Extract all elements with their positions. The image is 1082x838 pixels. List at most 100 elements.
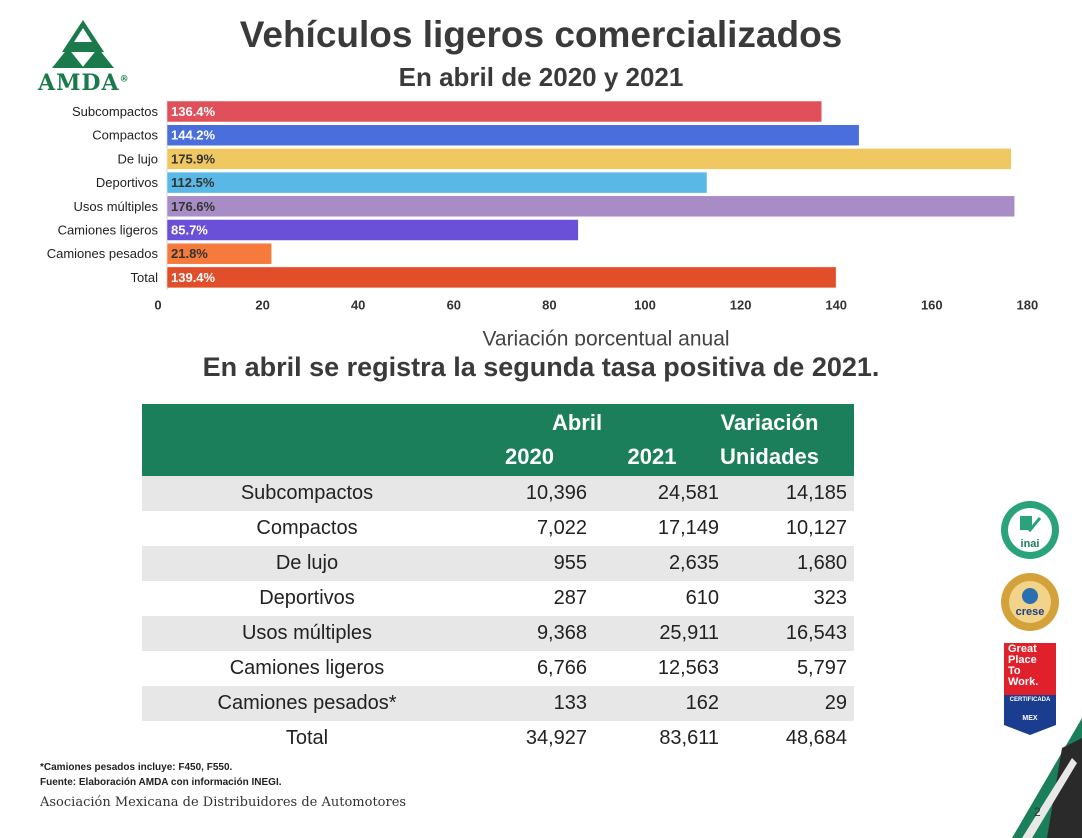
gptw-line2: Place: [1008, 654, 1037, 666]
row-name: Total: [285, 727, 329, 749]
bar-6: [166, 242, 272, 265]
row-2021: 83,611: [659, 727, 719, 749]
data-label: 139.4%: [171, 270, 216, 285]
category-label: Camiones ligeros: [58, 223, 159, 238]
corner-decoration: [1012, 718, 1082, 838]
data-label: 175.9%: [171, 151, 216, 166]
logo-text: AMDA®: [38, 70, 130, 96]
x-tick-label: 120: [730, 298, 752, 313]
row-2021: 25,911: [659, 622, 719, 644]
row-name: Compactos: [256, 517, 358, 539]
organization-name: Asociación Mexicana de Distribuidores de…: [40, 795, 407, 810]
row-2020: 287: [553, 587, 587, 609]
x-tick-label: 0: [154, 298, 161, 313]
table-row: Usos múltiples 9,368 25,911 16,543: [142, 616, 854, 651]
row-name: Usos múltiples: [241, 622, 373, 644]
bar-5: [166, 219, 579, 241]
data-label: 176.6%: [171, 199, 216, 214]
x-tick-label: 20: [255, 298, 269, 313]
data-table: Abril 2020 2021 Variación Unidades Subco…: [142, 404, 854, 756]
row-variacion: 29: [824, 692, 847, 714]
table-row: Subcompactos 10,396 24,581 14,185: [142, 476, 854, 511]
gptw-line4: Work.: [1008, 676, 1039, 688]
category-label: Camiones pesados: [47, 246, 159, 261]
bar-7: [166, 266, 837, 289]
x-tick-label: 140: [825, 298, 847, 313]
row-2020: 7,022: [536, 517, 587, 539]
table-row: Camiones pesados* 133 162 29: [142, 686, 854, 721]
bar-3: [166, 171, 708, 194]
footnote-pesados: *Camiones pesados incluye: F450, F550.: [40, 762, 233, 773]
footnotes: *Camiones pesados incluye: F450, F550. F…: [40, 760, 282, 790]
x-tick-label: 40: [351, 298, 365, 313]
gptw-shape-icon: [1004, 643, 1056, 735]
category-label: Compactos: [92, 128, 158, 143]
row-2020: 34,927: [525, 727, 587, 749]
row-name: Deportivos: [259, 587, 355, 609]
header-unidades: Unidades: [719, 444, 820, 469]
row-2021: 2,635: [668, 552, 719, 574]
data-label: 136.4%: [171, 104, 216, 119]
row-2021: 610: [685, 587, 719, 609]
x-tick-label: 180: [1017, 298, 1039, 313]
row-name: Camiones ligeros: [229, 657, 385, 679]
crese-badge: crese: [1000, 572, 1060, 632]
table-row: Deportivos 287 610 323: [142, 581, 854, 616]
table-header: Abril 2020 2021 Variación Unidades: [142, 404, 854, 476]
gptw-country: MEX: [1022, 715, 1038, 722]
header-variacion: Variación: [720, 410, 819, 435]
gptw-line3: To: [1008, 665, 1021, 677]
inai-badge: inai: [1000, 500, 1060, 560]
summary-text: En abril se registra la segunda tasa pos…: [202, 352, 880, 382]
page-subtitle: En abril de 2020 y 2021: [398, 62, 684, 92]
table-row: Compactos 7,022 17,149 10,127: [142, 511, 854, 546]
row-variacion: 48,684: [785, 727, 847, 749]
table-row: De lujo 955 2,635 1,680: [142, 546, 854, 581]
row-2020: 955: [553, 552, 587, 574]
page-number: 2: [1034, 805, 1041, 819]
x-tick-label: 60: [447, 298, 461, 313]
row-2020: 9,368: [536, 622, 587, 644]
row-variacion: 1,680: [796, 552, 847, 574]
row-variacion: 323: [813, 587, 847, 609]
page-title: Vehículos ligeros comercializados: [239, 14, 843, 55]
category-label: Deportivos: [96, 175, 159, 190]
gptw-certified: CERTIFICADA: [1009, 697, 1051, 703]
mountain-icon: [52, 20, 114, 68]
x-tick-label: 80: [542, 298, 556, 313]
row-2021: 24,581: [657, 482, 719, 504]
x-tick-label: 160: [921, 298, 943, 313]
bar-chart: Subcompactos 136.4% Compactos 144.2% De lujo…: [47, 100, 1039, 346]
row-name: Subcompactos: [240, 482, 374, 504]
category-label: Subcompactos: [72, 104, 158, 119]
logo-name: AMDA: [38, 70, 120, 96]
row-variacion: 5,797: [796, 657, 847, 679]
row-variacion: 14,185: [785, 482, 847, 504]
header-2021: 2021: [627, 444, 677, 469]
row-2020: 133: [553, 692, 587, 714]
row-variacion: 10,127: [785, 517, 847, 539]
row-name: De lujo: [275, 552, 339, 574]
crese-label: crese: [1015, 606, 1045, 618]
footnote-fuente: Fuente: Elaboración AMDA con información…: [40, 777, 282, 788]
header-abril: Abril: [551, 410, 603, 435]
x-axis-title: Variación porcentual anual: [482, 328, 729, 346]
table-row: Total 34,927 83,611 48,684: [142, 721, 854, 756]
row-name: Camiones pesados*: [217, 692, 397, 714]
row-variacion: 16,543: [785, 622, 847, 644]
data-label: 85.7%: [171, 223, 208, 238]
row-2021: 12,563: [657, 657, 719, 679]
category-label: Usos múltiples: [73, 199, 158, 214]
bar-4: [166, 195, 1015, 218]
amda-logo: AMDA®: [38, 18, 130, 96]
bar-1: [166, 124, 860, 146]
category-label: Total: [131, 270, 159, 285]
inai-label: inai: [1020, 538, 1040, 550]
row-2020: 10,396: [525, 482, 587, 504]
table-body: Subcompactos 10,396 24,581 14,185 Compactos 7…: [142, 476, 854, 756]
x-tick-label: 100: [634, 298, 656, 313]
crese-seal-icon: [1001, 573, 1059, 631]
logo-registered: ®: [119, 74, 130, 85]
inai-seal-icon: [1001, 501, 1059, 559]
row-2021: 162: [685, 692, 719, 714]
